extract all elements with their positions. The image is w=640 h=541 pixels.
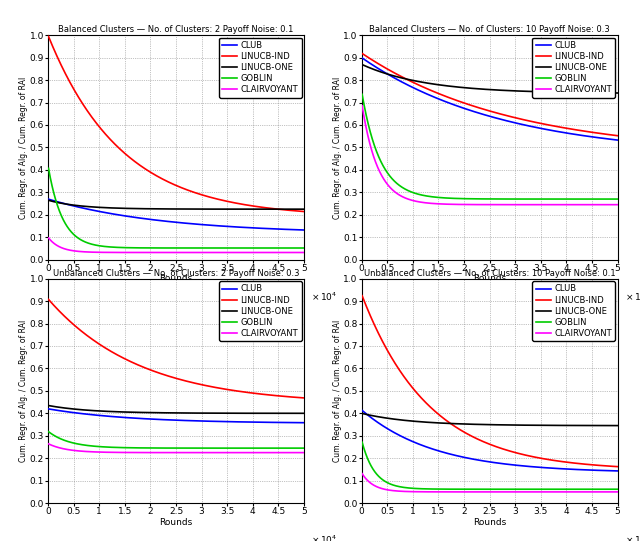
- X-axis label: Rounds: Rounds: [473, 274, 506, 283]
- Text: $\times\,10^4$: $\times\,10^4$: [311, 533, 337, 541]
- Title: Balanced Clusters — No. of Clusters: 10 Payoff Noise: 0.3: Balanced Clusters — No. of Clusters: 10 …: [369, 25, 610, 35]
- Text: $\times\,10^4$: $\times\,10^4$: [311, 290, 337, 302]
- X-axis label: Rounds: Rounds: [159, 518, 193, 527]
- Title: Balanced Clusters — No. of Clusters: 2 Payoff Noise: 0.1: Balanced Clusters — No. of Clusters: 2 P…: [58, 25, 294, 35]
- Legend: CLUB, LINUCB-IND, LINUCB-ONE, GOBLIN, CLAIRVOYANT: CLUB, LINUCB-IND, LINUCB-ONE, GOBLIN, CL…: [219, 38, 301, 98]
- Text: $\times\,10^4$: $\times\,10^4$: [625, 533, 640, 541]
- Title: Unbalanced Clusters — No. of Clusters: 2 Payoff Noise: 0.3: Unbalanced Clusters — No. of Clusters: 2…: [52, 269, 300, 278]
- Text: $\times\,10^4$: $\times\,10^4$: [625, 290, 640, 302]
- X-axis label: Rounds: Rounds: [159, 274, 193, 283]
- Legend: CLUB, LINUCB-IND, LINUCB-ONE, GOBLIN, CLAIRVOYANT: CLUB, LINUCB-IND, LINUCB-ONE, GOBLIN, CL…: [532, 38, 615, 98]
- Y-axis label: Cum. Regr. of Alg. / Cum. Regr. of RAI: Cum. Regr. of Alg. / Cum. Regr. of RAI: [333, 320, 342, 462]
- Y-axis label: Cum. Regr. of Alg. / Cum. Regr. of RAI: Cum. Regr. of Alg. / Cum. Regr. of RAI: [333, 76, 342, 219]
- Text: Online Cluste: Online Cluste: [511, 3, 627, 17]
- X-axis label: Rounds: Rounds: [473, 518, 506, 527]
- Title: Unbalanced Clusters — No. of Clusters: 10 Payoff Noise: 0.1: Unbalanced Clusters — No. of Clusters: 1…: [364, 269, 616, 278]
- Y-axis label: Cum. Regr. of Alg. / Cum. Regr. of RAI: Cum. Regr. of Alg. / Cum. Regr. of RAI: [19, 320, 28, 462]
- Legend: CLUB, LINUCB-IND, LINUCB-ONE, GOBLIN, CLAIRVOYANT: CLUB, LINUCB-IND, LINUCB-ONE, GOBLIN, CL…: [219, 281, 301, 341]
- Y-axis label: Cum. Regr. of Alg. / Cum. Regr. of RAI: Cum. Regr. of Alg. / Cum. Regr. of RAI: [19, 76, 28, 219]
- Legend: CLUB, LINUCB-IND, LINUCB-ONE, GOBLIN, CLAIRVOYANT: CLUB, LINUCB-IND, LINUCB-ONE, GOBLIN, CL…: [532, 281, 615, 341]
